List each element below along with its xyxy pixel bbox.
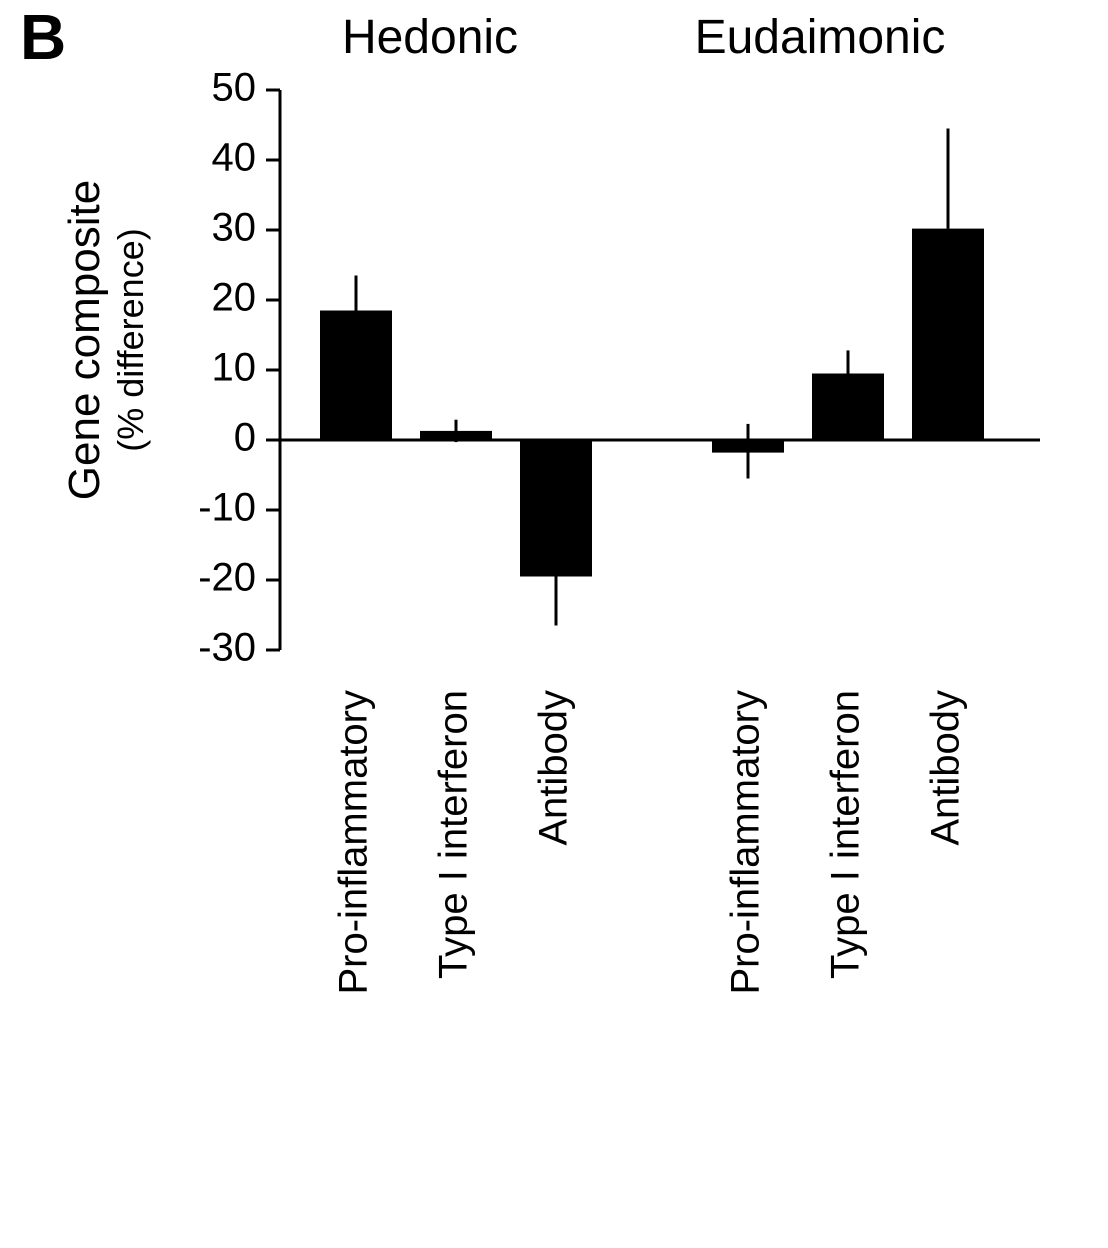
x-tick-label: Antibody xyxy=(532,690,576,846)
y-tick-label: 30 xyxy=(212,206,257,250)
y-tick-label: 20 xyxy=(212,276,257,320)
chart: -30 -20 -10 0 10 20 30 40 50 Pro-inflammatory Type… xyxy=(0,0,1108,1248)
y-tick-label: -10 xyxy=(198,486,256,530)
x-tick-label: Pro-inflammatory xyxy=(724,690,768,995)
x-tick-label: Antibody xyxy=(924,690,968,846)
bar xyxy=(912,229,984,440)
x-tick-label: Pro-inflammatory xyxy=(332,690,376,995)
y-tick-label: -30 xyxy=(198,626,256,670)
bar xyxy=(812,374,884,441)
y-tick-label: -20 xyxy=(198,556,256,600)
bar xyxy=(520,440,592,577)
y-tick-label: 0 xyxy=(234,416,256,460)
x-tick-label: Type I interferon xyxy=(824,690,868,979)
bar xyxy=(320,311,392,441)
x-tick-label: Type I interferon xyxy=(432,690,476,979)
y-tick-label: 40 xyxy=(212,136,257,180)
y-tick-label: 50 xyxy=(212,66,257,110)
chart-svg: -30 -20 -10 0 10 20 30 40 50 Pro-inflammatory Type… xyxy=(0,0,1108,1248)
y-tick-label: 10 xyxy=(212,346,257,390)
